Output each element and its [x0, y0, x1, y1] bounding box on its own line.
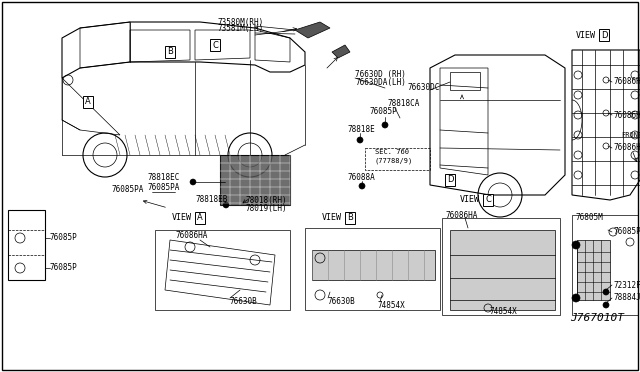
Text: B: B: [347, 214, 353, 222]
Text: 73580M(RH): 73580M(RH): [218, 17, 264, 26]
Text: 76085P: 76085P: [50, 234, 77, 243]
Text: 76630D (RH): 76630D (RH): [355, 71, 406, 80]
Text: 76085P: 76085P: [50, 263, 77, 273]
Text: 76086H: 76086H: [614, 110, 640, 119]
Text: 78818E: 78818E: [348, 125, 376, 135]
Text: B: B: [167, 48, 173, 57]
Text: 76085P: 76085P: [370, 108, 397, 116]
Circle shape: [603, 289, 609, 295]
Text: 76630DC: 76630DC: [408, 83, 440, 93]
Text: VIEW: VIEW: [322, 214, 342, 222]
Circle shape: [190, 179, 196, 185]
Text: 76086HA: 76086HA: [445, 211, 477, 219]
Text: 78018(RH): 78018(RH): [245, 196, 287, 205]
Circle shape: [572, 294, 580, 302]
Circle shape: [382, 122, 388, 128]
Text: 76086HA: 76086HA: [175, 231, 207, 241]
Circle shape: [223, 202, 229, 208]
Text: 73581M(LH): 73581M(LH): [218, 25, 264, 33]
Text: 76630B: 76630B: [328, 298, 356, 307]
Text: 74854X: 74854X: [378, 301, 406, 311]
Polygon shape: [220, 155, 290, 205]
Text: 76630DA(LH): 76630DA(LH): [355, 78, 406, 87]
Text: 76085PA: 76085PA: [148, 183, 180, 192]
Text: 78884J: 78884J: [614, 294, 640, 302]
Text: 76085PA: 76085PA: [112, 186, 145, 195]
Text: 76088A: 76088A: [347, 173, 375, 183]
Text: 78019(LH): 78019(LH): [245, 203, 287, 212]
Text: C: C: [212, 41, 218, 49]
Text: 76805M: 76805M: [576, 214, 604, 222]
Text: (77788/9): (77788/9): [375, 158, 413, 164]
Polygon shape: [332, 45, 350, 58]
Text: 74854X: 74854X: [490, 308, 518, 317]
Text: VIEW: VIEW: [460, 196, 480, 205]
Polygon shape: [295, 22, 330, 38]
Circle shape: [357, 137, 363, 143]
Circle shape: [572, 241, 580, 249]
Text: A: A: [197, 214, 203, 222]
Text: D: D: [447, 176, 453, 185]
Text: VIEW: VIEW: [172, 214, 192, 222]
Text: 78818CA: 78818CA: [388, 99, 420, 108]
Text: 76630B: 76630B: [230, 298, 258, 307]
Text: SEC. 760: SEC. 760: [375, 149, 409, 155]
Text: 78818EB: 78818EB: [196, 196, 228, 205]
Text: C: C: [485, 196, 491, 205]
Text: 78818EC: 78818EC: [148, 173, 180, 183]
Polygon shape: [312, 250, 435, 280]
Circle shape: [603, 302, 609, 308]
Circle shape: [359, 183, 365, 189]
Polygon shape: [577, 240, 610, 300]
Text: 76085PB: 76085PB: [614, 228, 640, 237]
Text: 76086H: 76086H: [614, 77, 640, 87]
Text: 72312F: 72312F: [614, 280, 640, 289]
Text: D: D: [601, 31, 607, 39]
Text: A: A: [85, 97, 91, 106]
Text: FRONT: FRONT: [621, 132, 640, 138]
Text: 76086H: 76086H: [614, 144, 640, 153]
Text: VIEW: VIEW: [576, 31, 596, 39]
Polygon shape: [450, 230, 555, 310]
Text: J767010T: J767010T: [570, 313, 624, 323]
